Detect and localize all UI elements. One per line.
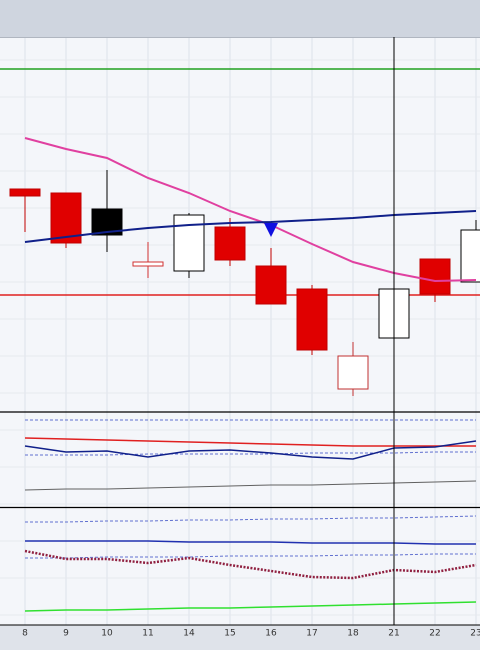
candle-body bbox=[419, 258, 451, 295]
candle-body bbox=[337, 355, 369, 390]
candle-body bbox=[50, 192, 82, 244]
x-tick-label: 15 bbox=[224, 629, 235, 639]
indicator-line bbox=[25, 540, 476, 545]
x-tick-label: 22 bbox=[429, 629, 440, 639]
indicator-line bbox=[24, 480, 477, 491]
candle-body bbox=[296, 288, 328, 351]
x-tick-label: 18 bbox=[347, 629, 359, 639]
candle-body bbox=[460, 229, 480, 283]
candle-body bbox=[214, 226, 246, 261]
x-tick-label: 10 bbox=[101, 629, 113, 639]
signal-marker bbox=[264, 223, 278, 237]
x-tick-label: 9 bbox=[63, 629, 69, 639]
indicator-line bbox=[24, 437, 476, 447]
candle-body bbox=[9, 188, 41, 197]
x-tick-label: 23 bbox=[470, 629, 480, 639]
x-axis-background bbox=[0, 625, 480, 650]
x-tick-label: 8 bbox=[22, 629, 28, 639]
x-tick-label: 17 bbox=[306, 629, 317, 639]
candle-body bbox=[132, 261, 164, 267]
x-tick-label: 14 bbox=[183, 629, 195, 639]
indicator-line bbox=[24, 440, 477, 460]
indicator-line bbox=[24, 210, 477, 243]
indicator-line bbox=[25, 515, 477, 523]
indicator-line bbox=[25, 451, 476, 456]
indicator-line bbox=[25, 553, 476, 559]
x-tick-label: 11 bbox=[142, 629, 153, 639]
x-tick-label: 21 bbox=[388, 629, 399, 639]
toolbar bbox=[0, 0, 480, 37]
x-tick-label: 16 bbox=[265, 629, 277, 639]
candle-body bbox=[173, 214, 205, 272]
indicator-line bbox=[24, 601, 477, 612]
indicator-line bbox=[24, 549, 477, 580]
candle-body bbox=[255, 265, 287, 305]
indicator-line bbox=[24, 137, 477, 283]
